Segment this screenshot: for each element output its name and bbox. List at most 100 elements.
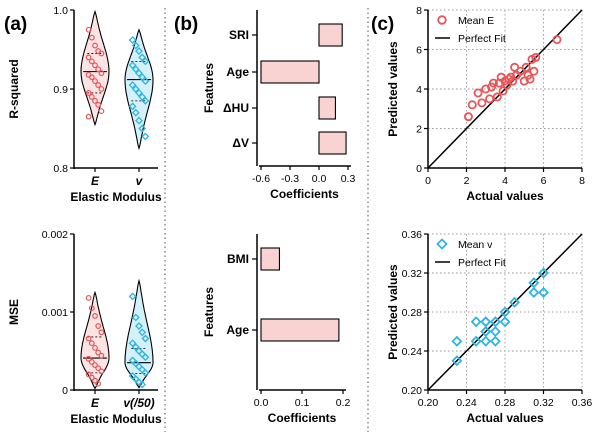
data-point bbox=[88, 305, 95, 312]
data-point bbox=[135, 322, 143, 330]
bar bbox=[260, 318, 340, 342]
data-point bbox=[135, 47, 143, 55]
x-tick-label: 0.0 bbox=[254, 397, 269, 409]
data-point bbox=[141, 368, 150, 377]
x-tick-label: v bbox=[136, 174, 144, 188]
y-tick-label: BMI bbox=[227, 252, 249, 266]
y-tick-label: 0.24 bbox=[402, 346, 423, 358]
data-point bbox=[480, 326, 492, 337]
bar bbox=[260, 60, 320, 84]
y-tick-label: 0 bbox=[62, 385, 68, 397]
data-point bbox=[92, 42, 98, 49]
y-axis-title: Predicted values bbox=[386, 264, 400, 360]
data-point bbox=[131, 41, 140, 50]
data-point bbox=[138, 380, 147, 389]
x-tick-label: v(/50) bbox=[123, 396, 154, 410]
legend-label: Mean E bbox=[458, 15, 494, 27]
data-point bbox=[480, 316, 492, 328]
data-point bbox=[489, 326, 501, 337]
data-point bbox=[477, 98, 487, 108]
data-point bbox=[538, 267, 549, 279]
y-axis-title: Predicted values bbox=[386, 41, 400, 137]
data-point bbox=[131, 313, 140, 322]
data-point bbox=[485, 94, 495, 104]
y-tick-label: 0.36 bbox=[402, 229, 423, 241]
data-point bbox=[509, 296, 521, 308]
y-axis-title: R-squared bbox=[7, 59, 21, 118]
data-point bbox=[92, 97, 98, 104]
y-tick-label: 4 bbox=[416, 84, 422, 96]
x-tick-label: 0.0 bbox=[312, 173, 327, 185]
data-point bbox=[98, 50, 105, 57]
data-point bbox=[92, 377, 98, 384]
x-tick-label: 0.3 bbox=[341, 173, 356, 185]
y-tick-label: 0.8 bbox=[53, 163, 68, 175]
legend-marker bbox=[437, 15, 447, 25]
x-tick-label: 0.32 bbox=[533, 397, 554, 409]
x-tick-label: 4 bbox=[502, 175, 508, 187]
data-point bbox=[467, 100, 477, 110]
data-point bbox=[88, 74, 95, 81]
data-point bbox=[135, 69, 143, 78]
data-point bbox=[98, 108, 105, 115]
y-axis-title: MSE bbox=[7, 299, 21, 325]
data-point bbox=[489, 316, 501, 328]
bar bbox=[318, 131, 347, 155]
data-point bbox=[499, 306, 511, 318]
data-point bbox=[128, 61, 137, 70]
data-point bbox=[95, 323, 102, 329]
data-point bbox=[98, 70, 105, 77]
y-tick-label: 0.9 bbox=[53, 84, 68, 96]
data-point bbox=[95, 82, 102, 88]
x-tick-label: -0.3 bbox=[281, 173, 299, 185]
data-point bbox=[95, 101, 102, 108]
x-tick-label: 0.24 bbox=[456, 397, 477, 409]
data-point bbox=[552, 35, 562, 45]
y-tick-label: 0.001 bbox=[42, 307, 68, 319]
data-point bbox=[128, 292, 137, 301]
x-tick-label: 0.36 bbox=[572, 397, 593, 409]
y-tick-label: Age bbox=[226, 65, 249, 79]
data-point bbox=[499, 316, 511, 328]
data-point bbox=[88, 93, 95, 100]
data-point bbox=[135, 116, 143, 125]
panel-label: (a) bbox=[4, 14, 27, 35]
data-point bbox=[128, 102, 137, 111]
x-tick-label: 6 bbox=[541, 175, 547, 187]
bar bbox=[318, 23, 343, 47]
data-point bbox=[85, 371, 92, 378]
y-tick-label: 6 bbox=[416, 45, 422, 57]
data-point bbox=[521, 62, 531, 72]
data-point bbox=[529, 66, 539, 76]
data-point bbox=[492, 92, 502, 102]
x-tick-label: 2 bbox=[464, 175, 470, 187]
bar bbox=[318, 96, 336, 120]
data-point bbox=[95, 380, 102, 387]
data-point bbox=[135, 89, 143, 97]
y-tick-label: 1.0 bbox=[53, 5, 68, 17]
panel-label: (c) bbox=[371, 14, 394, 35]
data-point bbox=[85, 295, 92, 301]
y-tick-label: 2 bbox=[416, 124, 422, 136]
data-point bbox=[85, 113, 92, 120]
data-point bbox=[131, 65, 140, 74]
data-point bbox=[85, 90, 92, 96]
data-point bbox=[98, 86, 105, 92]
data-point bbox=[141, 96, 150, 105]
x-tick-label: E bbox=[91, 174, 100, 188]
data-point bbox=[489, 335, 501, 347]
data-point bbox=[463, 112, 473, 122]
data-point bbox=[88, 374, 95, 381]
data-point bbox=[470, 335, 482, 347]
data-point bbox=[92, 362, 98, 368]
y-tick-label: 0.28 bbox=[402, 307, 423, 319]
data-point bbox=[531, 52, 541, 62]
data-point bbox=[85, 355, 92, 362]
data-point bbox=[138, 53, 147, 62]
data-point bbox=[528, 287, 540, 298]
data-point bbox=[138, 328, 147, 337]
y-tick-label: 0.20 bbox=[402, 385, 423, 397]
data-point bbox=[141, 132, 150, 141]
data-point bbox=[138, 73, 147, 82]
